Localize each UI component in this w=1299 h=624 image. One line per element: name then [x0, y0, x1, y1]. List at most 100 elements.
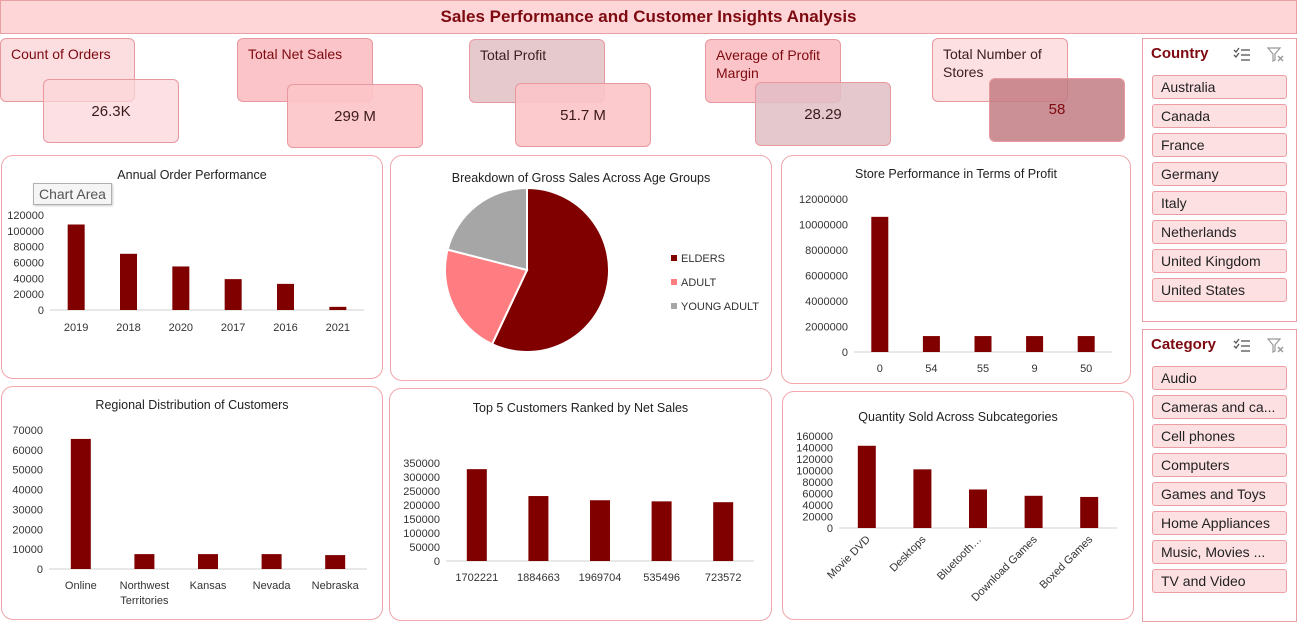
country-slicer: Country Australia Canada France Germany Ital… — [1142, 38, 1297, 322]
bar[interactable] — [134, 554, 155, 569]
age-group-chart-title: Breakdown of Gross Sales Across Age Grou… — [451, 171, 711, 185]
kpi-net-sales-value: 299 M — [287, 84, 423, 148]
legend-swatch — [671, 303, 677, 309]
y-tick-label: 250000 — [403, 486, 440, 498]
legend-swatch — [671, 279, 677, 285]
bar[interactable] — [70, 438, 91, 569]
x-tick-label: Nevada — [253, 580, 292, 592]
bar[interactable] — [1080, 496, 1099, 528]
bar[interactable] — [528, 496, 549, 561]
x-tick-label: 2020 — [169, 322, 193, 334]
category-slicer-item[interactable]: Cell phones — [1152, 424, 1287, 448]
clear-filter-icon[interactable] — [1267, 338, 1285, 354]
bar[interactable] — [871, 216, 889, 352]
bar[interactable] — [277, 283, 294, 310]
x-tick-label: Boxed Games — [1038, 533, 1096, 591]
subcategory-plot: 0200004000060000800001000001200001400001… — [796, 431, 1117, 604]
annual-order-plot: 0 20000 40000 60000 80000 100000 120000 2019 201… — [7, 210, 364, 334]
y-tick-label: 200000 — [403, 500, 440, 512]
country-slicer-item[interactable]: Germany — [1152, 162, 1287, 186]
y-tick-label: 100000 — [796, 466, 833, 478]
x-tick-label: 1884663 — [517, 572, 560, 584]
category-slicer-item[interactable]: Computers — [1152, 453, 1287, 477]
bar[interactable] — [198, 554, 218, 569]
x-tick-label: 0 — [877, 363, 883, 375]
y-tick-label: 0 — [827, 523, 833, 535]
country-slicer-item[interactable]: Italy — [1152, 191, 1287, 215]
bar[interactable] — [261, 554, 282, 569]
bar[interactable] — [329, 306, 347, 310]
bar[interactable] — [857, 445, 876, 528]
x-tick-label: 2019 — [64, 322, 88, 334]
bar[interactable] — [1026, 336, 1044, 352]
bar[interactable] — [67, 224, 85, 311]
x-tick-label: 54 — [925, 363, 937, 375]
clear-filter-icon[interactable] — [1267, 47, 1285, 63]
category-slicer-item[interactable]: Home Appliances — [1152, 511, 1287, 535]
bar[interactable] — [590, 500, 610, 561]
annual-order-chart-title: Annual Order Performance — [117, 168, 267, 182]
kpi-orders-value: 26.3K — [43, 79, 179, 143]
store-profit-chart[interactable]: Store Performance in Terms of Profit 0 20… — [781, 155, 1131, 384]
y-tick-label: 350000 — [403, 458, 440, 470]
bar[interactable] — [969, 489, 987, 528]
multi-select-icon[interactable] — [1233, 47, 1251, 63]
bar[interactable] — [466, 469, 487, 561]
bar[interactable] — [172, 266, 190, 310]
dashboard-title: Sales Performance and Customer Insights … — [440, 7, 857, 26]
bar[interactable] — [325, 555, 346, 569]
x-tick-label: 55 — [977, 363, 989, 375]
subcategory-quantity-chart[interactable]: Quantity Sold Across Subcategories 0 2000… — [782, 391, 1134, 620]
y-tick-label: 80000 — [13, 242, 44, 254]
y-tick-label: 0 — [842, 347, 848, 359]
y-tick-label: 50000 — [12, 465, 43, 477]
y-tick-label: 60000 — [802, 489, 833, 501]
y-tick-label: 0 — [37, 564, 43, 576]
country-slicer-item[interactable]: France — [1152, 133, 1287, 157]
category-slicer-item[interactable]: Music, Movies ... — [1152, 540, 1287, 564]
y-tick-label: 40000 — [13, 273, 44, 285]
age-group-plot: ELDERS ADULT YOUNG ADULT — [444, 186, 759, 353]
country-slicer-item[interactable]: United States — [1152, 278, 1287, 302]
regional-customers-chart[interactable]: Regional Distribution of Customers 0 1000… — [1, 386, 383, 620]
chart-area-tooltip: Chart Area — [33, 183, 112, 205]
x-tick-label: 2021 — [326, 322, 350, 334]
bar[interactable] — [922, 336, 940, 352]
x-tick-label: 1702221 — [455, 572, 498, 584]
bar[interactable] — [974, 336, 992, 352]
bar[interactable] — [651, 501, 672, 561]
x-tick-label: Northwest Territories — [120, 580, 170, 607]
category-slicer: Category Audio Cameras and ca... Cell phon… — [1142, 329, 1297, 622]
multi-select-icon[interactable] — [1233, 338, 1251, 354]
bar[interactable] — [913, 469, 932, 528]
x-tick-label: Bluetooth… — [935, 534, 984, 583]
y-tick-label: 40000 — [802, 500, 833, 512]
country-slicer-item[interactable]: United Kingdom — [1152, 249, 1287, 273]
y-tick-label: 140000 — [796, 443, 833, 455]
country-slicer-item[interactable]: Netherlands — [1152, 220, 1287, 244]
kpi-stores-value: 58 — [989, 78, 1125, 142]
category-slicer-item[interactable]: TV and Video — [1152, 569, 1287, 593]
pie-slice[interactable] — [444, 248, 529, 346]
bar[interactable] — [120, 253, 137, 310]
y-tick-label: 8000000 — [805, 245, 848, 257]
country-slicer-item[interactable]: Canada — [1152, 104, 1287, 128]
legend-label: ELDERS — [681, 253, 725, 265]
category-slicer-item[interactable]: Cameras and ca... — [1152, 395, 1287, 419]
pie-slice[interactable] — [490, 186, 610, 353]
legend-label: ADULT — [681, 277, 717, 289]
pie-slice[interactable] — [446, 186, 528, 272]
bar[interactable] — [1024, 495, 1043, 528]
x-tick-label: Desktops — [888, 533, 929, 574]
bar[interactable] — [224, 279, 242, 310]
age-group-pie-chart[interactable]: Breakdown of Gross Sales Across Age Grou… — [390, 155, 772, 381]
category-slicer-item[interactable]: Games and Toys — [1152, 482, 1287, 506]
y-tick-label: 120000 — [796, 454, 833, 466]
category-slicer-item[interactable]: Audio — [1152, 366, 1287, 390]
country-slicer-item[interactable]: Australia — [1152, 75, 1287, 99]
category-slicer-title: Category — [1151, 336, 1217, 353]
bar[interactable] — [1077, 336, 1095, 352]
country-slicer-title: Country — [1151, 45, 1209, 62]
bar[interactable] — [713, 502, 734, 561]
top-customers-chart[interactable]: Top 5 Customers Ranked by Net Sales 0 500… — [389, 388, 772, 621]
